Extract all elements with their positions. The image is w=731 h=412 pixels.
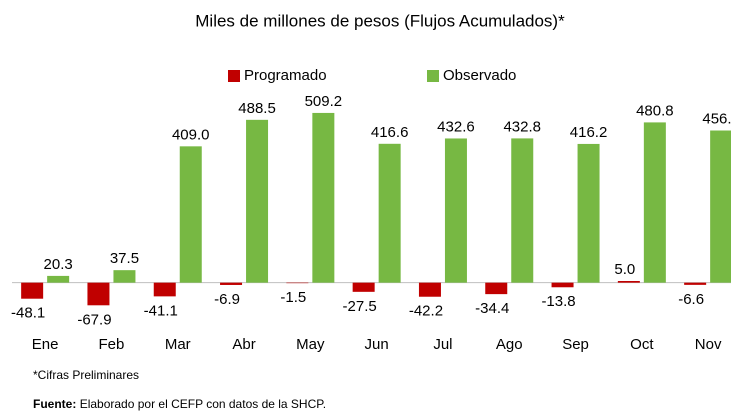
x-tick-label: Oct bbox=[630, 336, 654, 353]
value-label: 480.8 bbox=[636, 102, 674, 119]
legend-label: Programado bbox=[244, 67, 327, 84]
bar bbox=[577, 143, 600, 283]
value-label: -67.9 bbox=[77, 311, 111, 328]
bar bbox=[684, 282, 707, 285]
bar bbox=[551, 282, 574, 288]
x-tick-label: Sep bbox=[562, 336, 589, 353]
value-label: 432.6 bbox=[437, 118, 475, 135]
chart-title: Miles de millones de pesos (Flujos Acumu… bbox=[195, 11, 565, 30]
bar bbox=[113, 270, 136, 283]
bar bbox=[352, 282, 375, 292]
x-tick-label: Ene bbox=[32, 336, 59, 353]
value-label: 37.5 bbox=[110, 250, 139, 267]
x-tick-label: Mar bbox=[165, 336, 191, 353]
bar bbox=[286, 282, 309, 284]
legend-swatch bbox=[228, 70, 240, 82]
bar bbox=[312, 112, 335, 283]
legend-label: Observado bbox=[443, 67, 516, 84]
value-label: 5.0 bbox=[614, 261, 635, 278]
value-label: -48.1 bbox=[11, 305, 45, 322]
bar bbox=[246, 119, 269, 283]
bar bbox=[710, 130, 731, 283]
source: Fuente: Elaborado por el CEFP con datos … bbox=[33, 397, 326, 411]
bar bbox=[47, 275, 70, 283]
bar bbox=[87, 282, 110, 306]
value-label: 432.8 bbox=[503, 118, 541, 135]
x-tick-label: Feb bbox=[99, 336, 125, 353]
bar bbox=[153, 282, 176, 297]
x-tick-label: Ago bbox=[496, 336, 523, 353]
value-label: 416.6 bbox=[371, 124, 409, 141]
x-tick-label: Jul bbox=[433, 336, 452, 353]
bar bbox=[617, 281, 640, 283]
bar bbox=[220, 282, 243, 285]
x-tick-label: Abr bbox=[232, 336, 255, 353]
bar bbox=[378, 143, 401, 283]
value-label: -1.5 bbox=[280, 289, 306, 306]
value-label: -41.1 bbox=[144, 302, 178, 319]
value-label: -13.8 bbox=[541, 293, 575, 310]
bar bbox=[418, 282, 441, 297]
legend-swatch bbox=[427, 70, 439, 82]
bar bbox=[485, 282, 508, 295]
value-label: -6.6 bbox=[678, 291, 704, 308]
bar bbox=[643, 122, 666, 283]
value-label: 488.5 bbox=[238, 100, 276, 117]
bar bbox=[21, 282, 44, 299]
value-label: 416.2 bbox=[570, 124, 608, 141]
value-label: 409.0 bbox=[172, 126, 210, 143]
value-label: 456.5 bbox=[702, 110, 731, 127]
note: *Cifras Preliminares bbox=[33, 368, 139, 382]
value-label: 20.3 bbox=[44, 256, 73, 273]
value-label: -42.2 bbox=[409, 303, 443, 320]
bar bbox=[444, 138, 467, 283]
value-label: 509.2 bbox=[305, 93, 343, 110]
source-text: Elaborado por el CEFP con datos de la SH… bbox=[80, 397, 326, 411]
source-label: Fuente: bbox=[33, 397, 76, 411]
value-label: -6.9 bbox=[214, 291, 240, 308]
bar bbox=[179, 146, 202, 283]
x-tick-label: Jun bbox=[365, 336, 389, 353]
bar bbox=[511, 138, 534, 283]
value-label: -34.4 bbox=[475, 300, 509, 317]
x-tick-label: May bbox=[296, 336, 325, 353]
value-label: -27.5 bbox=[343, 298, 377, 315]
x-tick-label: Nov bbox=[695, 336, 722, 353]
